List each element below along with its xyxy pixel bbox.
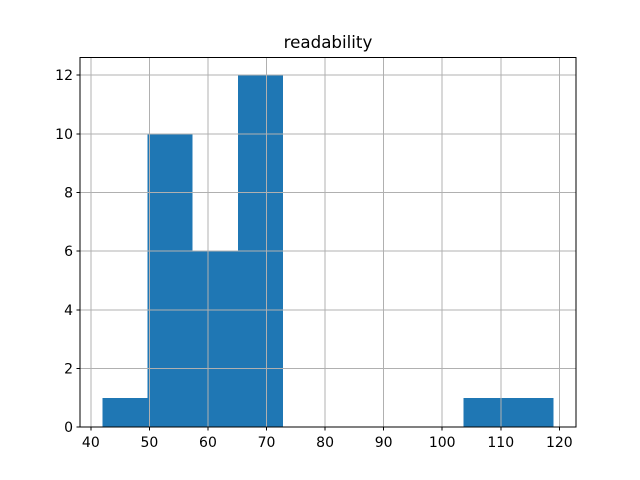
histogram-bar [102,397,148,428]
histogram-bar [192,251,238,428]
x-tick-label: 60 [199,435,217,451]
y-tick-label: 2 [64,362,73,378]
y-tick-label: 10 [55,127,73,143]
x-tick-label: 110 [487,435,514,451]
x-tick-label: 80 [316,435,334,451]
histogram-bar [508,397,554,428]
x-tick-label: 50 [140,435,158,451]
x-tick-label: 90 [375,435,393,451]
y-tick-label: 4 [64,303,73,319]
x-tick-label: 40 [82,435,100,451]
y-tick-label: 0 [64,420,73,436]
chart-title: readability [283,32,373,52]
y-tick-label: 6 [64,244,73,260]
x-tick-label: 100 [429,435,456,451]
x-tick-label: 120 [546,435,573,451]
plot-border [79,57,577,428]
y-tick-label: 12 [55,68,73,84]
histogram-bar [463,397,509,428]
x-tick-label: 70 [258,435,276,451]
histogram-bar [147,133,193,428]
y-tick-label: 8 [64,186,73,202]
